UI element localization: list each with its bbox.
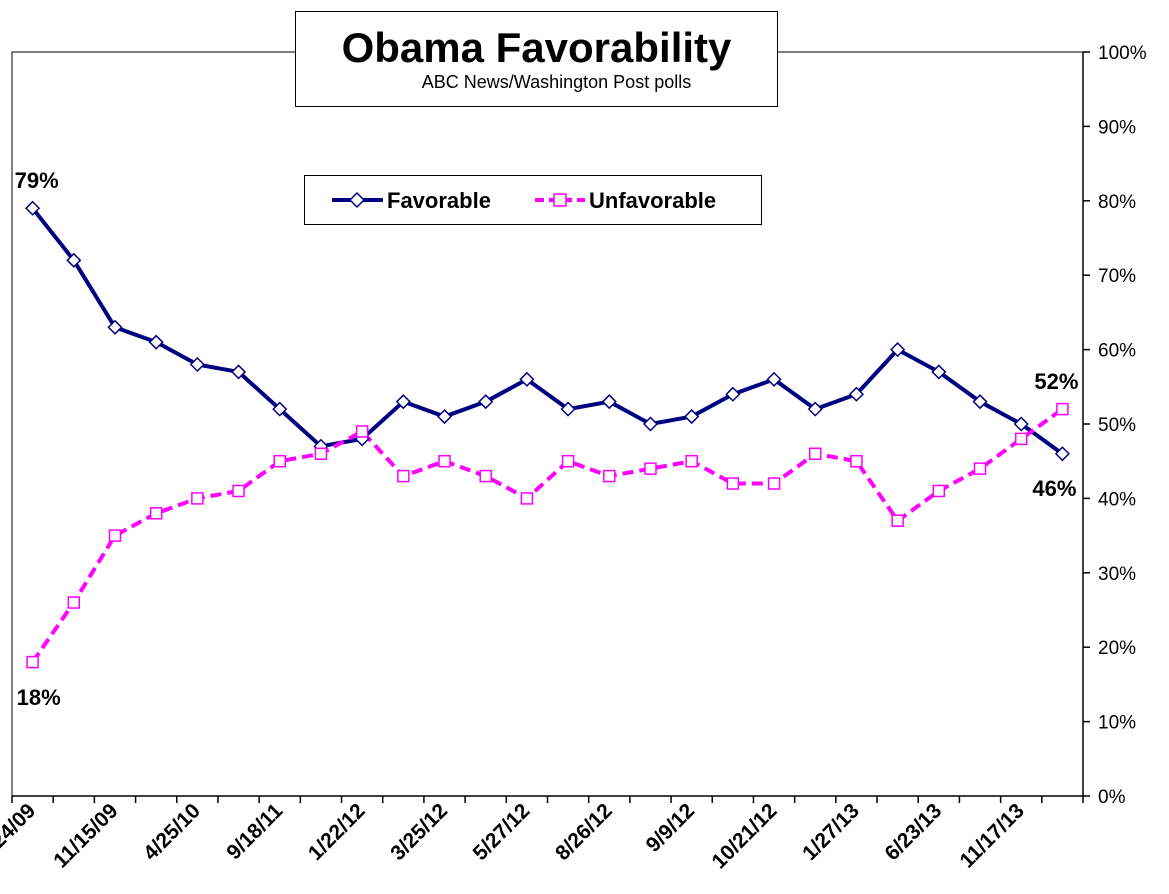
- chart-title: Obama Favorability: [341, 24, 732, 71]
- x-tick-label: 10/21/12: [708, 799, 782, 873]
- data-point-favorable: [478, 394, 494, 410]
- data-point-unfavorable: [479, 469, 492, 483]
- data-point-unfavorable: [644, 462, 657, 475]
- data-label: 79%: [15, 168, 59, 193]
- data-point-favorable: [25, 200, 41, 216]
- y-tick-label: 80%: [1098, 192, 1136, 213]
- data-point-unfavorable: [191, 492, 204, 505]
- x-tick-label: 9/18/11: [222, 799, 287, 864]
- y-tick-label: 70%: [1098, 266, 1136, 287]
- x-tick-label: 8/26/12: [551, 799, 617, 865]
- data-point-unfavorable: [809, 447, 822, 461]
- data-point-favorable: [189, 356, 205, 373]
- data-point-favorable: [560, 401, 576, 417]
- data-point-favorable: [807, 401, 823, 417]
- series-line-unfavorable: [30, 407, 1064, 664]
- legend-label-favorable: Favorable: [387, 188, 491, 213]
- data-point-favorable: [519, 371, 535, 387]
- x-tick-label: 6/23/13: [881, 799, 947, 865]
- y-tick-label: 50%: [1098, 415, 1136, 436]
- data-point-unfavorable: [67, 596, 81, 609]
- y-tick-label: 60%: [1098, 341, 1136, 362]
- data-point-favorable: [601, 394, 617, 410]
- legend-label-unfavorable: Unfavorable: [589, 188, 716, 213]
- x-tick-label: 1/22/12: [304, 799, 370, 865]
- x-tick-label: 11/15/09: [49, 799, 122, 872]
- y-tick-label: 90%: [1098, 117, 1136, 138]
- data-point-unfavorable: [932, 484, 946, 498]
- y-tick-label: 0%: [1098, 787, 1126, 808]
- y-tick-label: 100%: [1098, 43, 1147, 64]
- data-point-unfavorable: [438, 454, 451, 468]
- data-point-favorable: [1054, 446, 1070, 462]
- data-point-unfavorable: [26, 655, 39, 669]
- data-point-favorable: [766, 371, 782, 387]
- data-point-favorable: [66, 252, 82, 268]
- y-tick-label: 40%: [1098, 489, 1136, 510]
- data-point-unfavorable: [108, 529, 122, 542]
- data-point-favorable: [972, 394, 988, 410]
- data-point-unfavorable: [520, 492, 534, 505]
- data-point-unfavorable: [1056, 402, 1069, 416]
- data-point-favorable: [230, 364, 247, 380]
- data-point-favorable: [848, 386, 865, 402]
- data-point-favorable: [107, 319, 123, 335]
- data-point-favorable: [272, 401, 288, 417]
- data-point-unfavorable: [397, 469, 410, 483]
- x-tick-label: 3/25/12: [386, 799, 452, 865]
- data-label: 18%: [17, 685, 61, 710]
- data-point-favorable: [890, 342, 906, 358]
- data-point-unfavorable: [767, 477, 781, 490]
- data-point-favorable: [642, 416, 659, 432]
- y-tick-label: 30%: [1098, 564, 1136, 585]
- data-point-unfavorable: [149, 507, 163, 520]
- data-label: 52%: [1034, 369, 1078, 394]
- x-tick-label: 1/27/13: [798, 799, 864, 865]
- data-point-favorable: [1013, 416, 1029, 432]
- legend-marker-unfavorable: [553, 193, 567, 207]
- data-point-favorable: [436, 408, 453, 425]
- chart-legend: Favorable Unfavorable: [304, 175, 762, 225]
- x-tick-label: 11/17/13: [955, 799, 1028, 872]
- y-tick-label: 10%: [1098, 713, 1136, 734]
- data-point-unfavorable: [232, 484, 245, 498]
- data-point-favorable: [725, 386, 741, 402]
- data-point-unfavorable: [973, 462, 987, 475]
- data-point-unfavorable: [726, 477, 740, 490]
- plot-area-border: [11, 51, 1084, 797]
- data-point-unfavorable: [850, 454, 863, 468]
- data-label: 46%: [1032, 476, 1076, 501]
- data-point-unfavorable: [314, 447, 328, 461]
- data-point-favorable: [684, 408, 700, 425]
- x-tick-label: 4/25/10: [139, 799, 205, 865]
- data-point-unfavorable: [685, 454, 698, 468]
- chart-title-box: Obama Favorability ABC News/Washington P…: [295, 11, 778, 107]
- data-point-unfavorable: [891, 514, 904, 527]
- data-point-favorable: [395, 394, 411, 410]
- data-point-unfavorable: [561, 454, 575, 468]
- series-line-favorable: [31, 206, 1064, 456]
- x-tick-label: 4/24/09: [0, 799, 40, 865]
- legend-marker-favorable: [348, 191, 366, 209]
- x-tick-label: 5/27/12: [469, 799, 535, 865]
- data-point-unfavorable: [603, 469, 616, 483]
- data-point-favorable: [148, 334, 164, 350]
- chart-subtitle: ABC News/Washington Post polls: [421, 72, 692, 92]
- data-point-favorable: [931, 364, 947, 380]
- y-tick-label: 20%: [1098, 638, 1136, 659]
- x-tick-label: 9/9/12: [642, 799, 700, 857]
- data-point-unfavorable: [1014, 432, 1028, 446]
- data-point-unfavorable: [355, 425, 369, 438]
- data-point-unfavorable: [273, 454, 286, 468]
